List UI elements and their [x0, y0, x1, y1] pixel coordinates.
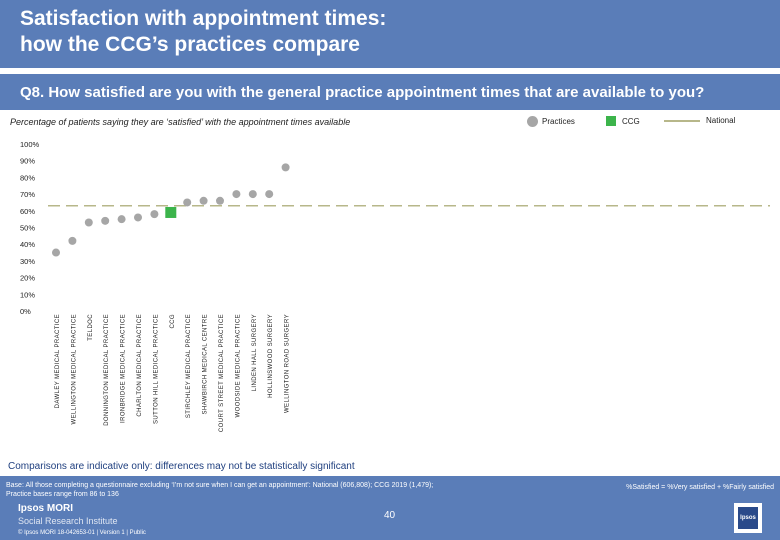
ipsos-logo: Ipsos [734, 503, 762, 533]
practice-point [183, 198, 192, 207]
category-label: IRONBRIDGE MEDICAL PRACTICE [121, 314, 127, 423]
practice-point [134, 213, 142, 222]
y-tick-label: 70% [20, 190, 35, 199]
category-label: LINDEN HALL SURGERY [252, 314, 258, 391]
y-tick-label: 40% [20, 240, 35, 249]
practice-point [265, 190, 274, 199]
question-text: Q8. How satisfied are you with the gener… [20, 84, 705, 101]
category-label: STIRCHLEY MEDICAL PRACTICE [186, 314, 192, 418]
chart: 0% 10% 20% 30% 40% 50% 60% 70% 80% 90% 100% DAWLEY … [20, 140, 770, 432]
practice-dot-icon [527, 116, 538, 127]
header-band [0, 0, 780, 68]
category-label: CHARLTON MEDICAL PRACTICE [137, 314, 143, 417]
practice-point [281, 163, 290, 172]
practice-point [84, 218, 93, 227]
calculation-note: %Satisfied = %Very satisfied + %Fairly s… [626, 484, 774, 491]
footer-band [0, 476, 780, 540]
legend-ccg-label: CCG [622, 116, 640, 126]
category-label: WOODSIDE MEDICAL PRACTICE [235, 314, 241, 417]
base-line-2: Practice bases range from 86 to 136 [6, 491, 119, 498]
practice-point [101, 216, 110, 225]
legend-practices: Practices [527, 116, 575, 127]
y-tick-label: 10% [20, 290, 35, 299]
question-band [0, 74, 780, 110]
legend-national-label: National [706, 116, 736, 125]
category-label: CCG [170, 314, 176, 329]
brand-subtitle: Social Research Institute [18, 516, 118, 526]
y-tick-label: 80% [20, 173, 35, 182]
ccg-square-icon [606, 116, 616, 126]
y-tick-label: 20% [20, 274, 35, 283]
category-label: COURT STREET MEDICAL PRACTICE [219, 314, 225, 432]
practice-point [216, 196, 224, 205]
category-label: DAWLEY MEDICAL PRACTICE [55, 314, 61, 408]
page-title: Satisfaction with appointment times: how… [20, 6, 760, 58]
y-tick-label: 30% [20, 257, 35, 266]
title-line-2: how the CCG’s practices compare [20, 33, 360, 56]
ccg-point [165, 206, 177, 218]
page-number: 40 [384, 510, 396, 521]
practice-point [199, 196, 208, 205]
category-label: SUTTON HILL MEDICAL PRACTICE [153, 314, 159, 424]
y-tick-label: 0% [20, 307, 31, 316]
ipsos-logo-mark: Ipsos [738, 507, 758, 529]
legend-national: National [664, 116, 735, 125]
y-tick-label: 60% [20, 207, 35, 216]
copyright: © Ipsos MORI 18-042653-01 | Version 1 | … [18, 530, 146, 536]
practice-point [68, 236, 77, 245]
base-note: Base: All those completing a questionnai… [6, 481, 526, 499]
practice-point [117, 215, 126, 224]
practice-point [150, 210, 159, 219]
title-line-1: Satisfaction with appointment times: [20, 7, 387, 30]
practice-point [248, 190, 257, 199]
y-tick-label: 50% [20, 224, 35, 233]
comparison-note: Comparisons are indicative only: differe… [8, 461, 355, 472]
legend-practices-label: Practices [542, 117, 575, 126]
category-label: TELDOC [88, 314, 94, 341]
practice-point [52, 248, 60, 257]
legend-ccg: CCG [606, 116, 640, 126]
category-label: HOLLINSWOOD SURGERY [268, 314, 274, 398]
national-line-icon [664, 119, 700, 122]
y-tick-label: 90% [20, 157, 35, 166]
base-line-1: Base: All those completing a questionnai… [6, 482, 434, 489]
category-label: SHAWBIRCH MEDICAL CENTRE [203, 314, 209, 415]
chart-subtitle: Percentage of patients saying they are ‘… [10, 117, 351, 127]
category-label: WELLINGTON ROAD SURGERY [285, 314, 291, 413]
practice-point [232, 190, 241, 199]
y-tick-label: 100% [20, 140, 40, 149]
brand-name: Ipsos MORI [18, 503, 74, 514]
category-label: WELLINGTON MEDICAL PRACTICE [71, 314, 77, 424]
category-label: DONNINGTON MEDICAL PRACTICE [104, 314, 110, 426]
